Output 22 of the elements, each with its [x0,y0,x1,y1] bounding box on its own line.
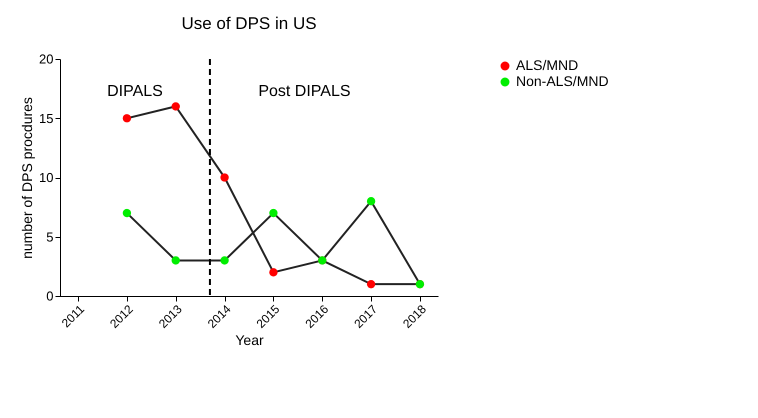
point [172,102,180,111]
x-axis-title: Year [235,332,264,348]
point [366,280,376,288]
point [220,173,229,182]
legend-label: Non-ALS/MND [516,73,609,89]
point [366,197,376,206]
chart-title: Use of DPS in US [181,14,317,33]
point [122,208,132,218]
point [269,268,278,276]
point [269,208,278,218]
point [172,256,180,265]
point [220,256,229,265]
annotation: Post DIPALS [258,82,351,100]
annotation: DIPALS [107,82,163,100]
y-tick-label: 20 [39,52,54,66]
y-axis-title: number of DPS procdures [19,97,36,259]
y-tick-label: 15 [39,110,54,126]
y-tick-label: 5 [46,229,54,244]
y-tick-label: 10 [39,170,54,185]
y-tick-label: 0 [46,288,54,304]
legend-label: ALS/MND [516,57,578,73]
point [122,114,132,122]
